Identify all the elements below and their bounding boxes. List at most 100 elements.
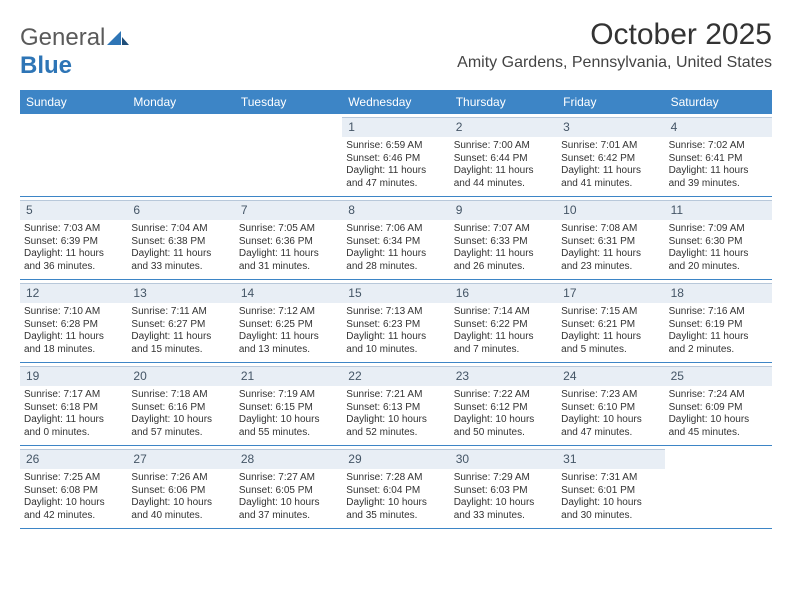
daylight2-text: and 33 minutes. [131, 261, 230, 274]
calendar-cell: 27Sunrise: 7:26 AMSunset: 6:06 PMDayligh… [127, 446, 234, 528]
calendar-cell [127, 114, 234, 196]
daylight2-text: and 0 minutes. [24, 427, 123, 440]
sunset-text: Sunset: 6:46 PM [346, 153, 445, 166]
calendar-cell: 18Sunrise: 7:16 AMSunset: 6:19 PMDayligh… [665, 280, 772, 362]
calendar-cell: 16Sunrise: 7:14 AMSunset: 6:22 PMDayligh… [450, 280, 557, 362]
daylight1-text: Daylight: 11 hours [131, 248, 230, 261]
calendar-cell [235, 114, 342, 196]
calendar-cell: 21Sunrise: 7:19 AMSunset: 6:15 PMDayligh… [235, 363, 342, 445]
sunrise-text: Sunrise: 7:21 AM [346, 389, 445, 402]
daylight2-text: and 35 minutes. [346, 510, 445, 523]
daylight1-text: Daylight: 10 hours [454, 414, 553, 427]
sunrise-text: Sunrise: 7:27 AM [239, 472, 338, 485]
sunrise-text: Sunrise: 7:01 AM [561, 140, 660, 153]
day-number: 26 [20, 449, 127, 469]
daylight1-text: Daylight: 11 hours [561, 331, 660, 344]
sunset-text: Sunset: 6:05 PM [239, 485, 338, 498]
daylight1-text: Daylight: 11 hours [561, 248, 660, 261]
daylight1-text: Daylight: 11 hours [239, 248, 338, 261]
daylight1-text: Daylight: 11 hours [24, 331, 123, 344]
daylight2-text: and 15 minutes. [131, 344, 230, 357]
daylight1-text: Daylight: 11 hours [669, 165, 768, 178]
sunrise-text: Sunrise: 7:26 AM [131, 472, 230, 485]
sunset-text: Sunset: 6:03 PM [454, 485, 553, 498]
calendar-cell: 4Sunrise: 7:02 AMSunset: 6:41 PMDaylight… [665, 114, 772, 196]
daylight1-text: Daylight: 11 hours [669, 248, 768, 261]
calendar-cell: 14Sunrise: 7:12 AMSunset: 6:25 PMDayligh… [235, 280, 342, 362]
calendar-cell: 8Sunrise: 7:06 AMSunset: 6:34 PMDaylight… [342, 197, 449, 279]
day-header: Sunday [20, 90, 127, 114]
daylight2-text: and 39 minutes. [669, 178, 768, 191]
daylight1-text: Daylight: 11 hours [346, 248, 445, 261]
day-number: 30 [450, 449, 557, 469]
day-header: Thursday [450, 90, 557, 114]
calendar-cell: 7Sunrise: 7:05 AMSunset: 6:36 PMDaylight… [235, 197, 342, 279]
daylight2-text: and 45 minutes. [669, 427, 768, 440]
daylight2-text: and 20 minutes. [669, 261, 768, 274]
day-number: 9 [450, 200, 557, 220]
sunrise-text: Sunrise: 7:07 AM [454, 223, 553, 236]
calendar-cell: 1Sunrise: 6:59 AMSunset: 6:46 PMDaylight… [342, 114, 449, 196]
day-header: Saturday [665, 90, 772, 114]
logo-sail-icon [107, 24, 129, 52]
day-number: 12 [20, 283, 127, 303]
day-number: 14 [235, 283, 342, 303]
sunset-text: Sunset: 6:18 PM [24, 402, 123, 415]
sunset-text: Sunset: 6:39 PM [24, 236, 123, 249]
sunrise-text: Sunrise: 7:04 AM [131, 223, 230, 236]
daylight1-text: Daylight: 10 hours [561, 497, 660, 510]
sunset-text: Sunset: 6:31 PM [561, 236, 660, 249]
calendar-cell [20, 114, 127, 196]
daylight1-text: Daylight: 11 hours [346, 165, 445, 178]
sunrise-text: Sunrise: 7:08 AM [561, 223, 660, 236]
daylight2-text: and 44 minutes. [454, 178, 553, 191]
day-number: 4 [665, 117, 772, 137]
day-number: 16 [450, 283, 557, 303]
calendar-cell: 6Sunrise: 7:04 AMSunset: 6:38 PMDaylight… [127, 197, 234, 279]
sunset-text: Sunset: 6:01 PM [561, 485, 660, 498]
sunrise-text: Sunrise: 7:00 AM [454, 140, 553, 153]
calendar-cell: 11Sunrise: 7:09 AMSunset: 6:30 PMDayligh… [665, 197, 772, 279]
calendar-cell: 24Sunrise: 7:23 AMSunset: 6:10 PMDayligh… [557, 363, 664, 445]
calendar-cell: 29Sunrise: 7:28 AMSunset: 6:04 PMDayligh… [342, 446, 449, 528]
day-number: 25 [665, 366, 772, 386]
daylight2-text: and 50 minutes. [454, 427, 553, 440]
sunset-text: Sunset: 6:10 PM [561, 402, 660, 415]
day-number: 28 [235, 449, 342, 469]
sunset-text: Sunset: 6:08 PM [24, 485, 123, 498]
day-number: 8 [342, 200, 449, 220]
sunset-text: Sunset: 6:06 PM [131, 485, 230, 498]
daylight1-text: Daylight: 10 hours [239, 414, 338, 427]
title-block: October 2025 Amity Gardens, Pennsylvania… [457, 18, 772, 72]
month-title: October 2025 [457, 18, 772, 52]
day-header: Wednesday [342, 90, 449, 114]
sunrise-text: Sunrise: 7:06 AM [346, 223, 445, 236]
calendar-cell: 5Sunrise: 7:03 AMSunset: 6:39 PMDaylight… [20, 197, 127, 279]
sunrise-text: Sunrise: 7:31 AM [561, 472, 660, 485]
daylight2-text: and 42 minutes. [24, 510, 123, 523]
daylight2-text: and 40 minutes. [131, 510, 230, 523]
day-number: 27 [127, 449, 234, 469]
day-number: 23 [450, 366, 557, 386]
calendar-cell: 13Sunrise: 7:11 AMSunset: 6:27 PMDayligh… [127, 280, 234, 362]
sunset-text: Sunset: 6:16 PM [131, 402, 230, 415]
sunrise-text: Sunrise: 7:25 AM [24, 472, 123, 485]
sunrise-text: Sunrise: 7:10 AM [24, 306, 123, 319]
sunset-text: Sunset: 6:19 PM [669, 319, 768, 332]
daylight1-text: Daylight: 11 hours [561, 165, 660, 178]
sunset-text: Sunset: 6:23 PM [346, 319, 445, 332]
daylight1-text: Daylight: 10 hours [346, 414, 445, 427]
sunrise-text: Sunrise: 7:18 AM [131, 389, 230, 402]
daylight2-text: and 13 minutes. [239, 344, 338, 357]
daylight1-text: Daylight: 11 hours [131, 331, 230, 344]
day-number: 31 [557, 449, 664, 469]
location: Amity Gardens, Pennsylvania, United Stat… [457, 54, 772, 72]
day-number: 29 [342, 449, 449, 469]
sunrise-text: Sunrise: 7:03 AM [24, 223, 123, 236]
sunset-text: Sunset: 6:13 PM [346, 402, 445, 415]
header: GeneralBlue October 2025 Amity Gardens, … [20, 18, 772, 80]
calendar-cell: 26Sunrise: 7:25 AMSunset: 6:08 PMDayligh… [20, 446, 127, 528]
sunrise-text: Sunrise: 7:13 AM [346, 306, 445, 319]
daylight1-text: Daylight: 10 hours [131, 414, 230, 427]
day-number: 10 [557, 200, 664, 220]
